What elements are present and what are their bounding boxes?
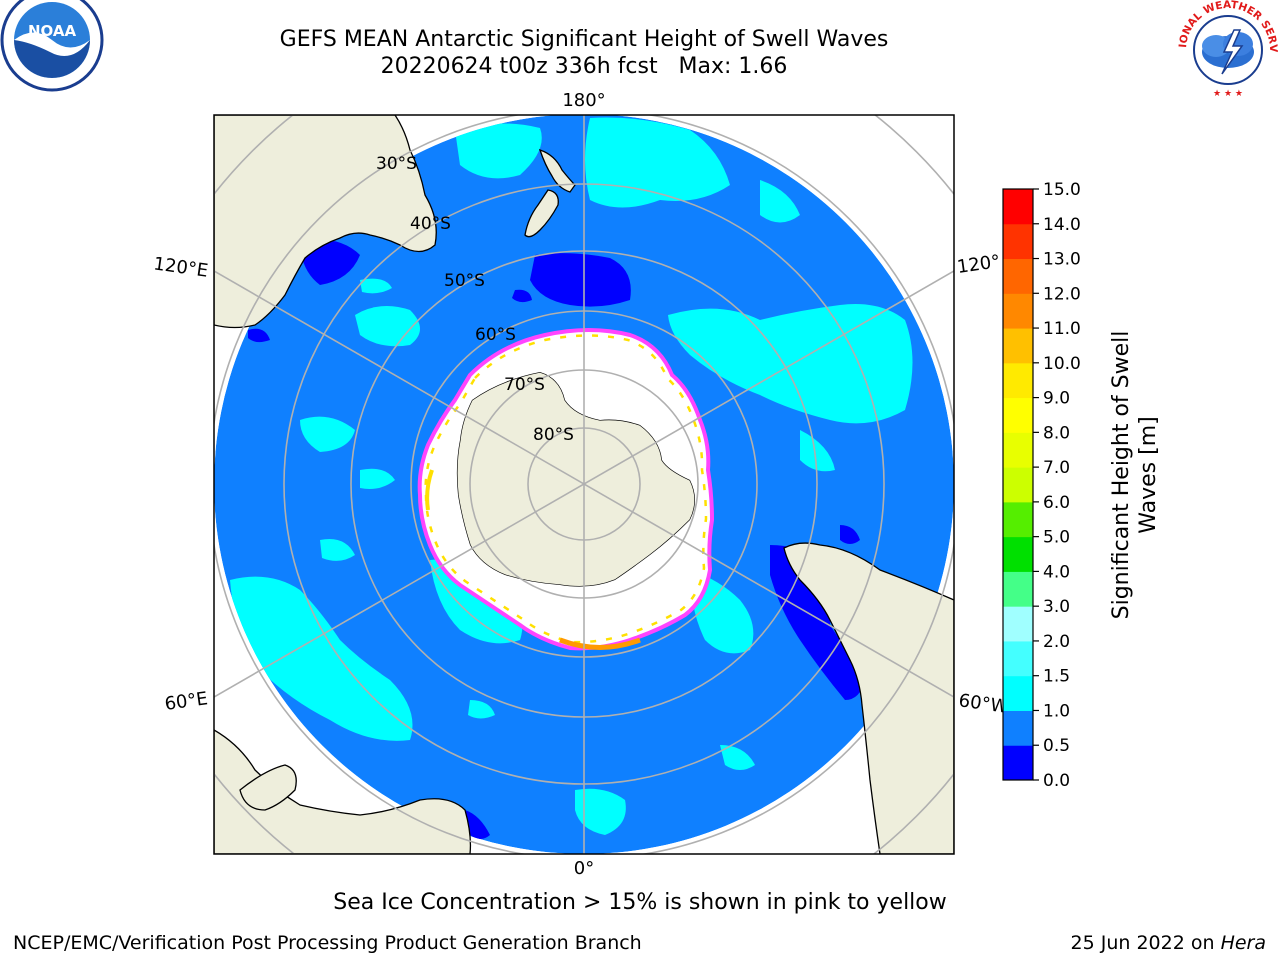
footer-host: Hera [1220,932,1266,954]
colorbar-ticks: 0.0 0.5 1.0 1.5 2.0 3.0 4.0 5.0 6.0 7.0 8.0 9.0 10.0… [1033,180,1081,791]
colorbar-block [1003,675,1033,711]
svg-text:★ ★ ★: ★ ★ ★ [1213,89,1243,99]
colorbar-block [1003,536,1033,572]
colorbar-block [1003,571,1033,607]
colorbar-label-line1: Significant Height of Swell [1109,331,1134,620]
lat-label-60s: 60°S [475,325,516,345]
map-subtitle: 20220624 t00z 336h fcst Max: 1.66 [380,54,788,79]
graticule [214,115,954,854]
colorbar-tick-label: 10.0 [1043,354,1081,374]
colorbar-block [1003,293,1033,329]
lon-label-180: 180° [562,90,605,111]
lon-label-60e: 60°E [163,688,209,715]
lat-label-70s: 70°S [504,375,545,395]
colorbar-tick-label: 0.0 [1043,771,1070,791]
colorbar-tick-label: 0.5 [1043,736,1070,756]
footer-date-text: 25 Jun 2022 on [1070,932,1221,954]
colorbar-frame [1002,188,1034,781]
new-zealand-south [524,189,559,238]
colorbar-blocks [1003,189,1033,781]
lat-label-80s: 80°S [533,425,574,445]
colorbar-tick-label: 14.0 [1043,215,1081,235]
lat-label-40s: 40°S [410,214,451,234]
colorbar-tick-label: 9.0 [1043,389,1070,409]
noaa-logo: NOAA [0,0,104,92]
colorbar-block [1003,710,1033,746]
colorbar-tick-label: 15.0 [1043,180,1081,200]
colorbar: 0.0 0.5 1.0 1.5 2.0 3.0 4.0 5.0 6.0 7.0 8.0 9.0 10.0… [1002,180,1161,791]
colorbar-tick-label: 11.0 [1043,319,1081,339]
colorbar-block [1003,397,1033,433]
lat-label-30s: 30°S [376,154,417,174]
colorbar-tick-label: 13.0 [1043,250,1081,270]
colorbar-tick-label: 3.0 [1043,597,1070,617]
colorbar-tick-label: 5.0 [1043,528,1070,548]
colorbar-tick-label: 6.0 [1043,493,1070,513]
colorbar-tick-label: 7.0 [1043,458,1070,478]
colorbar-block [1003,606,1033,642]
colorbar-label-line2: Waves [m] [1136,416,1161,533]
new-zealand-north [538,148,576,193]
colorbar-tick-label: 4.0 [1043,562,1070,582]
swell-patches-cyan [230,117,913,835]
south-america [783,542,954,854]
colorbar-block [1003,745,1033,781]
colorbar-tick-label: 1.0 [1043,701,1070,721]
colorbar-block [1003,501,1033,538]
nws-logo: NATIONAL WEATHER SERVICE ★ ★ ★ [1176,0,1279,99]
noaa-logo-text: NOAA [28,22,77,40]
colorbar-block [1003,258,1033,294]
sea-ice-caption: Sea Ice Concentration > 15% is shown in … [333,890,947,915]
colorbar-block [1003,362,1033,399]
map-frame [213,114,955,855]
sea-ice [417,328,715,651]
footer-branch: NCEP/EMC/Verification Post Processing Pr… [13,932,642,954]
lon-label-0: 0° [574,858,594,879]
madagascar [239,764,297,811]
colorbar-tick-label: 1.5 [1043,667,1070,687]
lat-label-50s: 50°S [444,271,485,291]
colorbar-block [1003,223,1033,260]
colorbar-tick-label: 12.0 [1043,284,1081,304]
colorbar-tick-label: 8.0 [1043,423,1070,443]
colorbar-tick-label: 2.0 [1043,632,1070,652]
footer-date: 25 Jun 2022 on Hera [1071,932,1266,954]
colorbar-block [1003,640,1033,677]
colorbar-block [1003,328,1033,364]
africa [214,729,472,854]
colorbar-block [1003,432,1033,468]
lon-label-120e: 120°E [152,253,209,281]
colorbar-block [1003,467,1033,503]
colorbar-block [1003,189,1033,225]
map-title: GEFS MEAN Antarctic Significant Height o… [279,27,889,52]
